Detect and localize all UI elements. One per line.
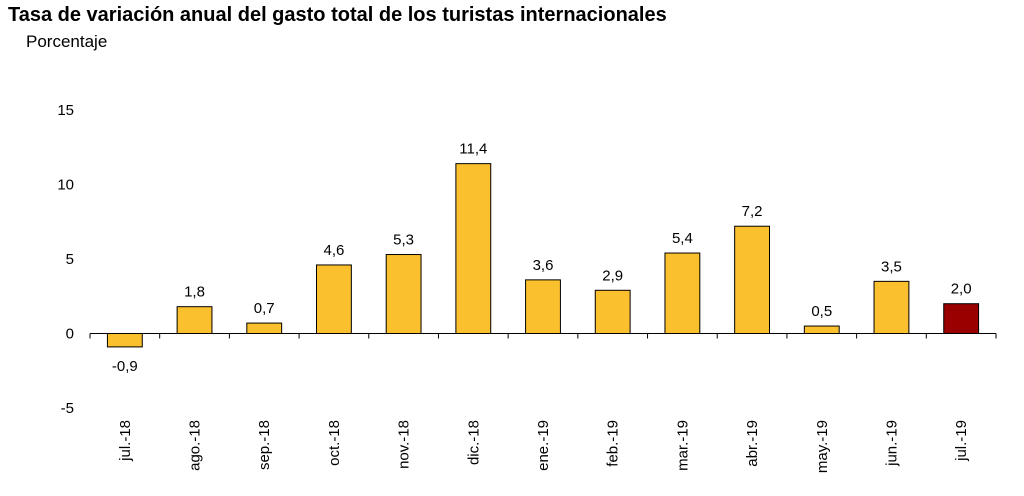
bar	[734, 225, 771, 334]
data-label: 7,2	[742, 203, 763, 220]
x-tick-label: sep.-18	[256, 420, 273, 470]
bar	[664, 252, 701, 334]
x-tick-label: nov.-18	[396, 420, 413, 469]
bar	[594, 289, 631, 335]
data-label: 11,4	[459, 141, 487, 158]
bar	[943, 303, 980, 335]
data-label: 3,5	[881, 258, 902, 275]
data-label: 2,0	[951, 281, 972, 298]
data-label: -0,9	[112, 358, 138, 375]
chart-title: Tasa de variación anual del gasto total …	[8, 4, 667, 26]
y-axis-ticks: -5 0 5 10 15	[57, 102, 74, 417]
chart-subtitle: Porcentaje	[26, 32, 108, 51]
zero-axis	[89, 333, 997, 339]
bars	[106, 163, 980, 348]
x-tick-label: ago.-18	[187, 420, 204, 471]
x-tick-label: may.-19	[814, 420, 831, 473]
data-label: 5,4	[672, 230, 693, 247]
data-label: 3,6	[533, 257, 554, 274]
x-tick-label: mar.-19	[674, 420, 691, 471]
data-label: 5,3	[393, 232, 414, 249]
x-tick-label: oct.-18	[326, 420, 343, 466]
x-tick-label: jul.-19	[953, 420, 970, 462]
x-axis-ticks: jul.-18 ago.-18 sep.-18 oct.-18 nov.-18 dic.-…	[117, 420, 970, 473]
data-label: 0,5	[811, 303, 832, 320]
x-tick-label: dic.-18	[465, 420, 482, 465]
bar	[873, 280, 910, 335]
y-tick-label: 15	[57, 102, 74, 119]
data-label: 1,8	[184, 284, 205, 301]
bar	[455, 163, 492, 334]
y-tick-label: -5	[61, 400, 74, 417]
bar	[525, 279, 561, 334]
data-label: 2,9	[602, 267, 623, 284]
x-tick-label: feb.-19	[605, 420, 622, 467]
x-tick-label: jun.-19	[883, 420, 900, 467]
x-tick-label: abr.-19	[744, 420, 761, 467]
bar	[246, 322, 283, 335]
data-labels: -0,9 1,8 0,7 4,6 5,3 11,4 3,6 2,9 5,4 7,2 0,5 3,5 2,…	[112, 141, 972, 375]
bar	[176, 306, 213, 334]
x-tick-label: jul.-18	[117, 420, 134, 462]
x-tick-label: ene.-19	[535, 420, 552, 471]
bar	[385, 254, 422, 334]
y-tick-label: 5	[66, 251, 74, 268]
y-tick-label: 0	[66, 326, 74, 343]
data-label: 0,7	[254, 300, 275, 317]
data-label: 4,6	[323, 242, 344, 259]
bar	[803, 325, 840, 334]
bar	[316, 264, 352, 334]
y-tick-label: 10	[57, 177, 74, 194]
bar	[106, 333, 143, 348]
